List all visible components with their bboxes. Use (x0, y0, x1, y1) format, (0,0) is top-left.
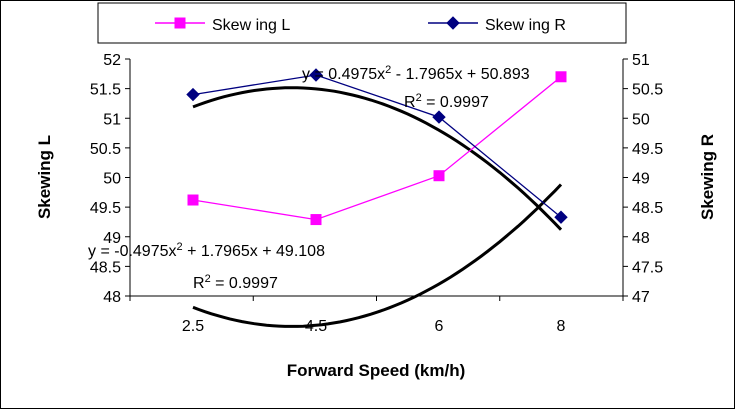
trendlines (192, 86, 563, 328)
point-l (187, 194, 199, 206)
x-tick-label: 2.5 (182, 318, 204, 335)
right-tick-label: 48 (632, 230, 650, 247)
right-tick-label: 51 (632, 52, 650, 69)
left-tick-label: 48 (103, 289, 121, 306)
point-r (554, 210, 568, 224)
left-tick-label: 50 (103, 171, 121, 188)
series (186, 68, 568, 226)
left-axis-ticks: 48 48.5 49 49.5 50 50.5 51 51.5 52 (90, 52, 130, 306)
trendline-r (192, 86, 563, 231)
y-axis-left-title: Skewing L (35, 135, 54, 219)
legend-marker-r (446, 16, 460, 30)
x-axis-title: Forward Speed (km/h) (287, 361, 466, 380)
svg-text:y = -0.4975x2 + 1.7965x + 49.1: y = -0.4975x2 + 1.7965x + 49.108 (88, 241, 325, 260)
trend-equation-r: y = 0.4975x2 - 1.7965x + 50.893 (302, 64, 530, 83)
right-tick-label: 47 (632, 289, 650, 306)
right-tick-label: 49 (632, 171, 650, 188)
right-tick-label: 50.5 (632, 82, 663, 99)
point-l (310, 214, 322, 226)
left-tick-label: 49 (103, 230, 121, 247)
series-line-l (192, 76, 562, 221)
trend-r2-r: R2 = 0.9997 (404, 92, 489, 111)
svg-text:y = 0.4975x2 - 1.7965x + 50.89: y = 0.4975x2 - 1.7965x + 50.893 (302, 64, 530, 83)
point-l (433, 170, 445, 182)
right-tick-label: 50 (632, 111, 650, 128)
trendline-l (192, 183, 563, 328)
point-r (432, 110, 446, 124)
left-tick-label: 52 (103, 52, 121, 69)
left-tick-label: 51 (103, 111, 121, 128)
legend-label-r: Skew ing R (485, 17, 566, 34)
left-tick-label: 51.5 (90, 82, 121, 99)
left-tick-label: 50.5 (90, 141, 121, 158)
left-tick-label: 49.5 (90, 200, 121, 217)
trend-equation-l: y = -0.4975x2 + 1.7965x + 49.108 (88, 241, 325, 260)
y-axis-right-title: Skewing R (698, 134, 717, 220)
point-r (309, 68, 323, 82)
right-axis-ticks: 47 47.5 48 48.5 49 49.5 50 50.5 51 (623, 52, 663, 306)
svg-text:R2 = 0.9997: R2 = 0.9997 (404, 92, 489, 111)
point-l (555, 71, 567, 83)
right-tick-label: 48.5 (632, 200, 663, 217)
legend-marker-l (174, 17, 186, 29)
right-tick-label: 49.5 (632, 141, 663, 158)
left-tick-label: 48.5 (90, 259, 121, 276)
series-line-r (192, 74, 562, 218)
legend-label-l: Skew ing L (212, 17, 290, 34)
right-tick-label: 47.5 (632, 259, 663, 276)
x-tick-label: 6 (435, 318, 444, 335)
svg-text:R2 = 0.9997: R2 = 0.9997 (193, 273, 278, 292)
x-tick-label: 8 (557, 318, 566, 335)
trend-r2-l: R2 = 0.9997 (193, 273, 278, 292)
point-r (186, 87, 200, 102)
legend: Skew ing L Skew ing R (97, 2, 627, 44)
